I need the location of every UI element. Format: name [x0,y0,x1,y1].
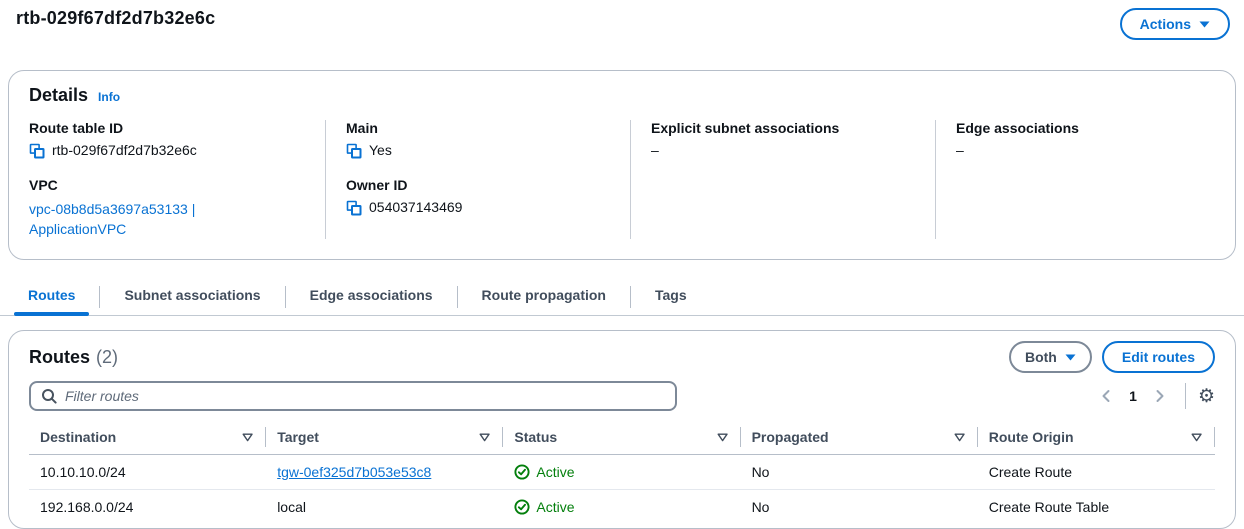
sort-icon[interactable] [954,433,965,442]
previous-page-button[interactable] [1093,386,1119,406]
details-column-1: Route table ID rtb-029f67df2d7b32e6c VPC… [9,120,325,239]
details-column-2: Main Yes Owner ID 054037143469 [325,120,630,239]
tab-routes[interactable]: Routes [14,278,90,316]
check-circle-icon [514,499,530,515]
table-header-row: Destination Target Status Propagated Rou… [29,421,1215,455]
field-label: Route table ID [29,120,124,136]
field-value: rtb-029f67df2d7b32e6c [52,142,197,158]
table-row: 192.168.0.0/24 local Active No Create Ro… [29,489,1215,524]
tab-subnet-associations[interactable]: Subnet associations [124,287,261,303]
pagination: 1 ⚙ [1093,383,1215,409]
details-title: Details [29,85,89,105]
cell-destination: 192.168.0.0/24 [29,489,267,524]
cell-route-origin: Create Route [988,464,1073,480]
status-badge: Active [514,464,730,480]
column-header-target: Target [277,429,319,445]
routes-card: Routes(2) Both Edit routes 1 ⚙ [8,330,1236,529]
routes-table: Destination Target Status Propagated Rou… [29,421,1215,524]
view-filter-dropdown[interactable]: Both [1008,341,1092,373]
target-text: local [277,499,306,515]
column-header-status: Status [514,429,558,445]
tab-divider [284,285,286,308]
cell-propagated: No [751,464,770,480]
field-vpc: VPC vpc-08b8d5a3697a53133 | ApplicationV… [29,177,305,239]
actions-button[interactable]: Actions [1119,8,1230,40]
field-owner-id: Owner ID 054037143469 [346,177,610,216]
tab-bar: Routes Subnet associations Edge associat… [0,278,1244,316]
table-row: 10.10.10.0/24 tgw-0ef325d7b053e53c8 Acti… [29,455,1215,490]
next-page-button[interactable] [1147,386,1173,406]
tab-route-propagation[interactable]: Route propagation [481,287,606,303]
details-column-3: Explicit subnet associations – [630,120,935,239]
cell-propagated: No [740,489,978,524]
field-label: VPC [29,177,58,193]
sort-icon[interactable] [1191,433,1202,442]
chevron-down-icon [1065,354,1076,360]
tab-divider [456,285,458,308]
filter-box [29,381,677,411]
copy-icon[interactable] [29,143,45,159]
sort-icon[interactable] [479,433,491,442]
column-header-destination: Destination [40,429,117,445]
details-column-4: Edge associations – [935,120,1235,239]
details-grid: Route table ID rtb-029f67df2d7b32e6c VPC… [9,120,1235,239]
cell-route-origin: Create Route Table [977,489,1215,524]
actions-button-label: Actions [1139,16,1191,32]
field-label: Edge associations [956,120,1079,136]
chevron-right-icon [1156,390,1164,402]
sort-icon[interactable] [717,433,728,442]
search-icon [42,389,57,404]
column-header-propagated: Propagated [751,429,829,445]
field-value: 054037143469 [369,199,463,215]
current-page[interactable]: 1 [1129,388,1137,404]
routes-count: (2) [96,346,119,367]
settings-gear-icon[interactable]: ⚙ [1197,385,1215,407]
details-header: Details Info [9,85,1235,106]
vpc-link[interactable]: vpc-08b8d5a3697a53133 | ApplicationVPC [29,201,196,237]
field-value: – [956,142,964,158]
check-circle-icon [514,464,530,480]
page-header: rtb-029f67df2d7b32e6c Actions [0,0,1244,40]
edit-routes-button[interactable]: Edit routes [1101,341,1215,373]
field-route-table-id: Route table ID rtb-029f67df2d7b32e6c [29,120,305,159]
copy-icon[interactable] [346,143,362,159]
edit-routes-label: Edit routes [1121,349,1195,365]
field-explicit-subnet-associations: Explicit subnet associations – [651,120,915,158]
view-filter-label: Both [1024,349,1057,365]
field-label: Main [346,120,378,136]
filter-routes-input[interactable] [65,388,665,404]
tab-edge-associations[interactable]: Edge associations [309,287,433,303]
routes-title: Routes [29,346,91,367]
status-badge: Active [514,499,730,515]
tab-divider [99,285,101,308]
field-value: Yes [369,142,392,158]
pagination-divider [1184,383,1186,409]
page-title: rtb-029f67df2d7b32e6c [16,8,216,28]
column-header-route-origin: Route Origin [988,429,1074,445]
sort-icon[interactable] [242,433,253,442]
cell-destination: 10.10.10.0/24 [40,464,126,480]
chevron-down-icon [1199,21,1210,27]
field-main: Main Yes [346,120,610,159]
details-card: Details Info Route table ID rtb-029f67df… [8,70,1236,260]
chevron-left-icon [1102,390,1110,402]
routes-header: Routes (2) Both Edit routes [29,341,1215,373]
field-value: – [651,142,659,158]
field-edge-associations: Edge associations – [956,120,1215,158]
field-label: Owner ID [346,177,408,193]
copy-icon[interactable] [346,200,362,216]
field-label: Explicit subnet associations [651,120,840,136]
tab-tags[interactable]: Tags [654,287,687,303]
tab-divider [629,285,631,308]
info-link[interactable]: Info [98,90,121,104]
target-link[interactable]: tgw-0ef325d7b053e53c8 [277,464,432,480]
routes-toolbar: 1 ⚙ [29,381,1215,411]
